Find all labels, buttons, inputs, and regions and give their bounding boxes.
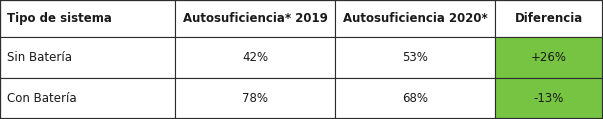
Bar <box>495 0 603 37</box>
Bar <box>335 37 495 78</box>
Text: Diferencia: Diferencia <box>515 12 583 25</box>
Bar <box>175 37 335 78</box>
Text: Tipo de sistema: Tipo de sistema <box>7 12 112 25</box>
Bar <box>175 78 335 119</box>
Bar <box>0 37 175 78</box>
Text: 68%: 68% <box>402 92 428 105</box>
Bar <box>175 0 335 37</box>
Text: Autosuficiencia* 2019: Autosuficiencia* 2019 <box>183 12 327 25</box>
Bar <box>495 37 603 78</box>
Text: -13%: -13% <box>534 92 564 105</box>
Text: +26%: +26% <box>531 51 567 64</box>
Bar <box>0 78 175 119</box>
Bar <box>0 0 175 37</box>
Bar <box>335 0 495 37</box>
Text: Sin Batería: Sin Batería <box>7 51 72 64</box>
Text: Autosuficiencia 2020*: Autosuficiencia 2020* <box>343 12 487 25</box>
Text: 42%: 42% <box>242 51 268 64</box>
Text: 53%: 53% <box>402 51 428 64</box>
Text: 78%: 78% <box>242 92 268 105</box>
Text: Con Batería: Con Batería <box>7 92 77 105</box>
Bar <box>335 78 495 119</box>
Bar <box>495 78 603 119</box>
